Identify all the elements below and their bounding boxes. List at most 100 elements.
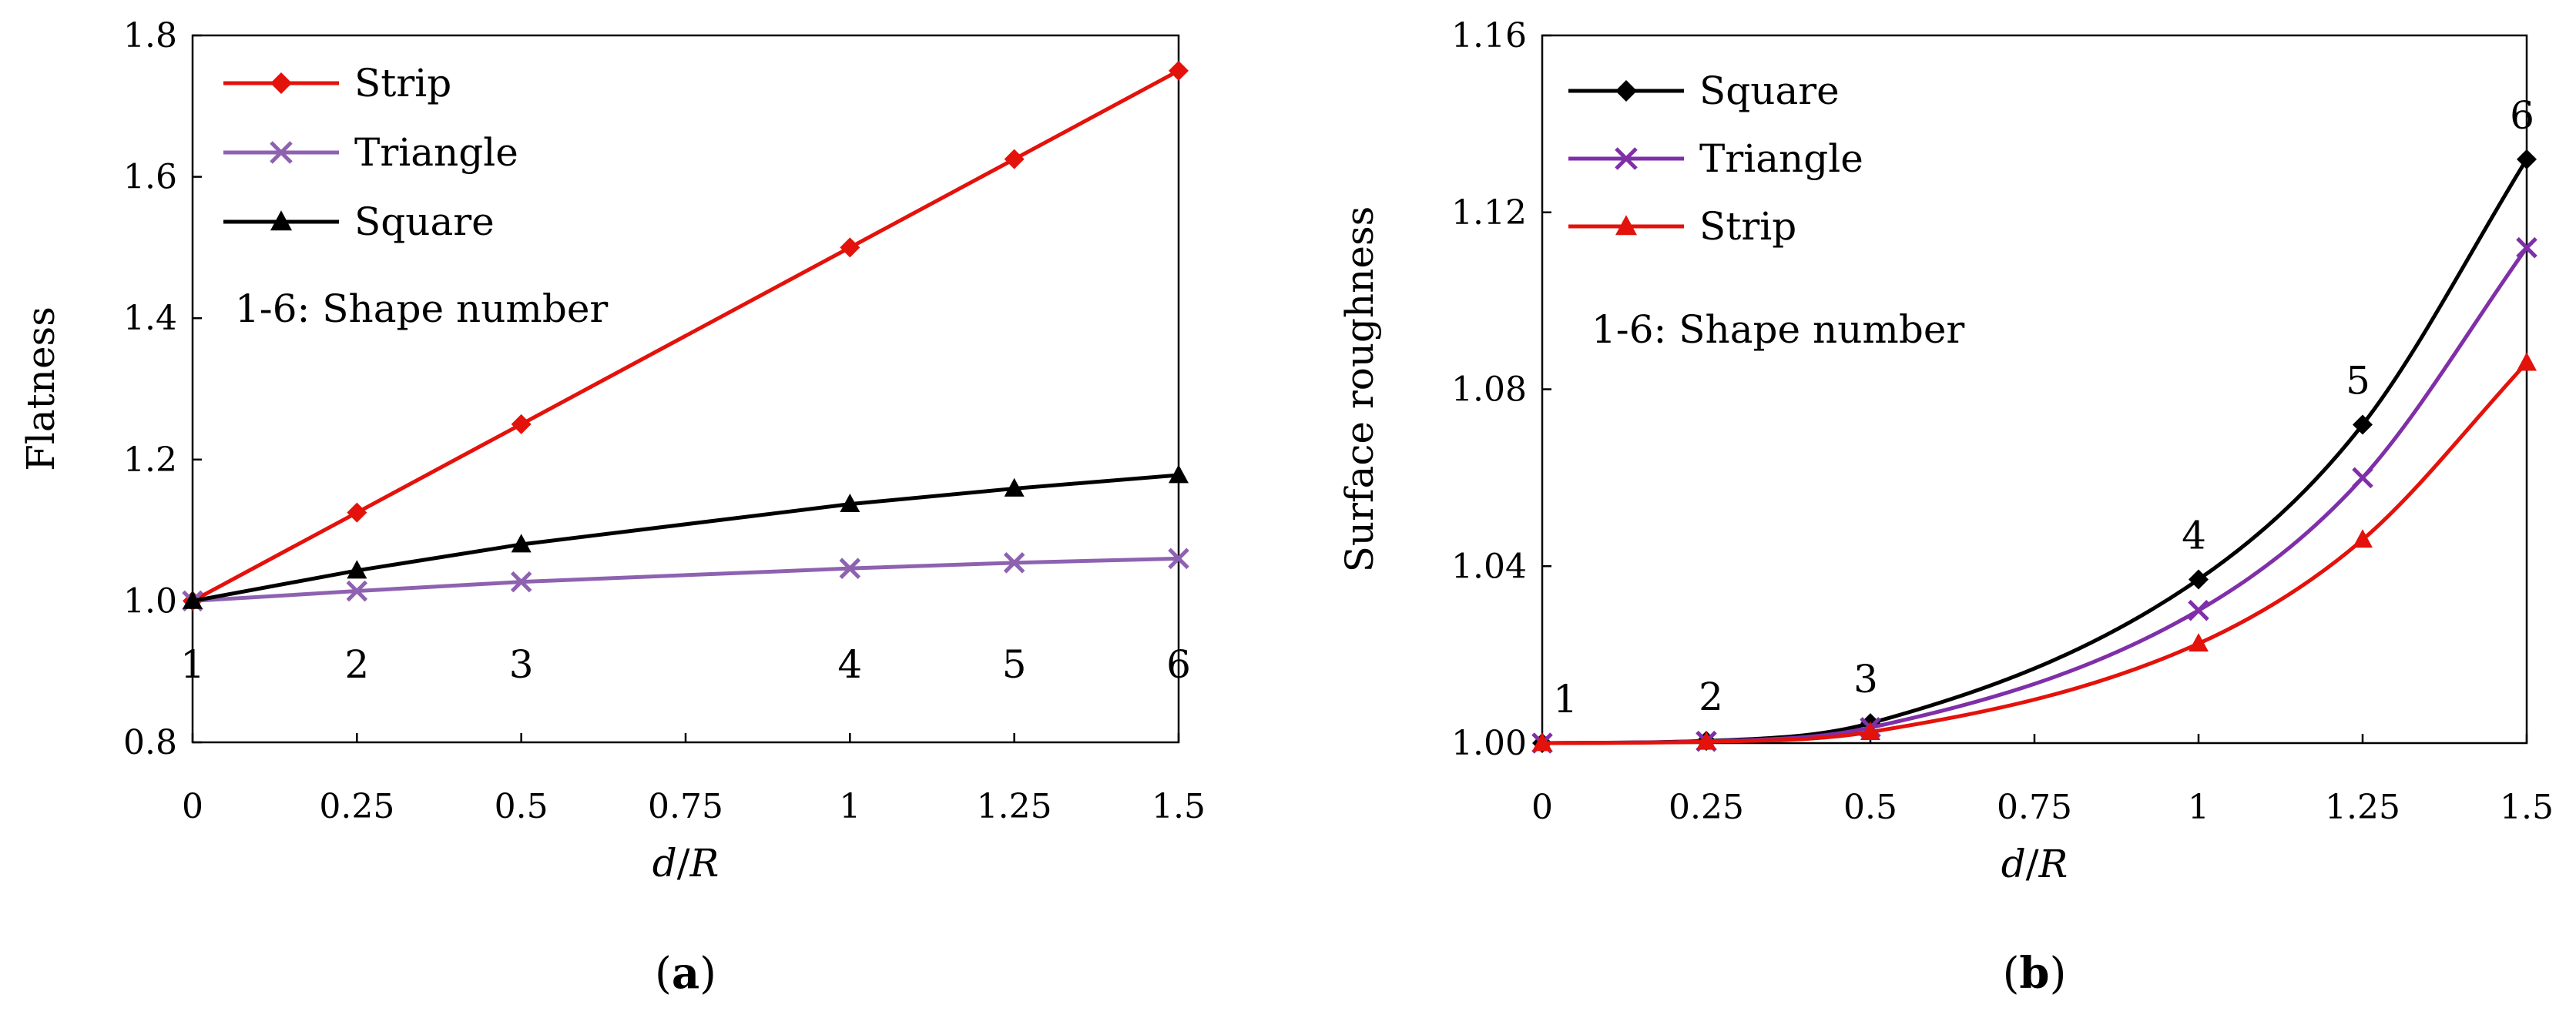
series-strip	[183, 60, 1189, 611]
shape-number-label: 3	[509, 642, 534, 687]
legend-marker	[270, 141, 293, 164]
data-point	[2189, 569, 2209, 590]
legend-label: Strip	[1699, 204, 1796, 249]
data-point	[1532, 732, 1552, 752]
shape-number-label: 5	[2346, 358, 2370, 403]
series-square	[183, 464, 1189, 609]
series-line	[192, 556, 1179, 603]
legend-label: Square	[354, 199, 495, 244]
y-tick-label: 1.16	[1451, 16, 1527, 55]
data-point	[2517, 352, 2537, 371]
x-tick-label: 0.75	[1997, 788, 2072, 827]
data-point	[2353, 414, 2373, 435]
data-point	[840, 493, 860, 513]
x-tick-label: 1	[2188, 788, 2209, 827]
plot-area	[1541, 34, 2528, 745]
data-point	[347, 502, 367, 523]
data-point	[2189, 633, 2209, 652]
legend-marker	[1615, 215, 1637, 236]
legend-item: Triangle	[1568, 136, 1863, 181]
y-tick-label: 1.0	[123, 581, 177, 621]
series-line	[1541, 361, 2528, 745]
legend: Square Triangle Strip	[1568, 69, 1863, 249]
legend-label: Triangle	[354, 130, 518, 175]
series-strip	[1532, 352, 2537, 752]
y-tick-label: 1.8	[123, 16, 177, 55]
legend-marker	[270, 72, 292, 94]
data-point	[2516, 236, 2537, 259]
data-point	[1169, 60, 1189, 81]
legend-item: Strip	[1568, 204, 1796, 249]
y-tick-label: 1.08	[1451, 370, 1527, 410]
y-tick-label: 1.12	[1451, 193, 1527, 233]
y-tick-label: 1.6	[123, 158, 177, 197]
data-point	[511, 414, 532, 434]
x-tick-label: 0.5	[1843, 788, 1897, 827]
legend: Strip Triangle Square	[223, 61, 518, 244]
chart-b: 1.00 1.04 1.08 1.12 1.16 0 0.25 0.5 0.75 1 1.25 1.5…	[1337, 16, 2554, 999]
y-tick-label: 1.4	[123, 299, 177, 338]
shape-number-label: 4	[837, 642, 862, 687]
data-point	[1168, 548, 1189, 570]
x-tick-label: 0	[1531, 788, 1553, 827]
y-tick-label: 1.00	[1451, 724, 1527, 763]
data-point	[2353, 529, 2373, 548]
legend-label: Strip	[354, 61, 451, 105]
annotation-text: 1-6: Shape number	[1592, 307, 1964, 352]
chart-a: 0.8 1.0 1.2 1.4 1.6 1.8 0 0.25 0.5 0.75 1 1.25 1.5 d/…	[18, 16, 1206, 999]
y-tick-label: 0.8	[123, 723, 177, 762]
x-tick-label: 1	[839, 787, 860, 826]
shape-number-label: 1	[1553, 677, 1578, 722]
data-point	[347, 560, 367, 579]
legend-marker	[1615, 147, 1638, 170]
plot-area	[191, 34, 1180, 744]
shape-number-label: 1	[180, 642, 205, 687]
x-axis-label: d/R	[652, 841, 719, 886]
x-tick-label: 1.25	[2325, 788, 2400, 827]
shape-number-label: 4	[2182, 513, 2206, 558]
x-tick-label: 0.75	[648, 787, 723, 826]
panel-label: (a)	[655, 948, 716, 999]
series-line	[191, 69, 1180, 603]
data-point	[1696, 731, 1716, 750]
data-point	[839, 558, 861, 579]
data-point	[2517, 149, 2537, 169]
y-axis-label: Surface roughness	[1337, 206, 1382, 573]
series-triangle	[182, 548, 1189, 612]
legend-marker	[1615, 80, 1637, 102]
shape-number-label: 6	[1166, 642, 1191, 687]
data-point	[511, 534, 532, 553]
legend-item: Square	[1568, 69, 1840, 113]
annotation-text: 1-6: Shape number	[235, 286, 608, 331]
data-point	[183, 590, 203, 609]
legend-item: Strip	[223, 61, 451, 105]
x-axis-label: d/R	[2001, 842, 2068, 886]
legend-item: Square	[223, 199, 495, 244]
shape-number-label: 5	[1002, 642, 1027, 687]
data-point	[1003, 552, 1025, 574]
data-point	[1860, 721, 1880, 741]
x-tick-label: 0.25	[1669, 788, 1744, 827]
legend-item: Triangle	[223, 130, 518, 175]
series-line	[192, 473, 1179, 603]
data-point	[840, 237, 860, 258]
x-tick-label: 0.5	[495, 787, 548, 826]
shape-number-label: 2	[344, 642, 369, 687]
y-tick-label: 1.04	[1451, 547, 1527, 586]
legend-label: Triangle	[1699, 136, 1863, 181]
y-axis-label: Flatness	[18, 306, 63, 471]
panel-label: (b)	[2003, 948, 2067, 999]
shape-number-label: 6	[2510, 93, 2534, 138]
data-point	[1169, 464, 1189, 484]
data-point	[1004, 477, 1025, 497]
x-tick-label: 1.5	[2500, 788, 2554, 827]
x-tick-label: 1.25	[977, 787, 1052, 826]
data-point	[510, 571, 532, 593]
x-tick-label: 1.5	[1152, 787, 1206, 826]
shape-number-label: 3	[1853, 657, 1878, 702]
y-tick-label: 1.2	[123, 440, 177, 480]
data-point	[2352, 467, 2373, 489]
data-point	[1004, 149, 1025, 169]
legend-label: Square	[1699, 69, 1840, 113]
